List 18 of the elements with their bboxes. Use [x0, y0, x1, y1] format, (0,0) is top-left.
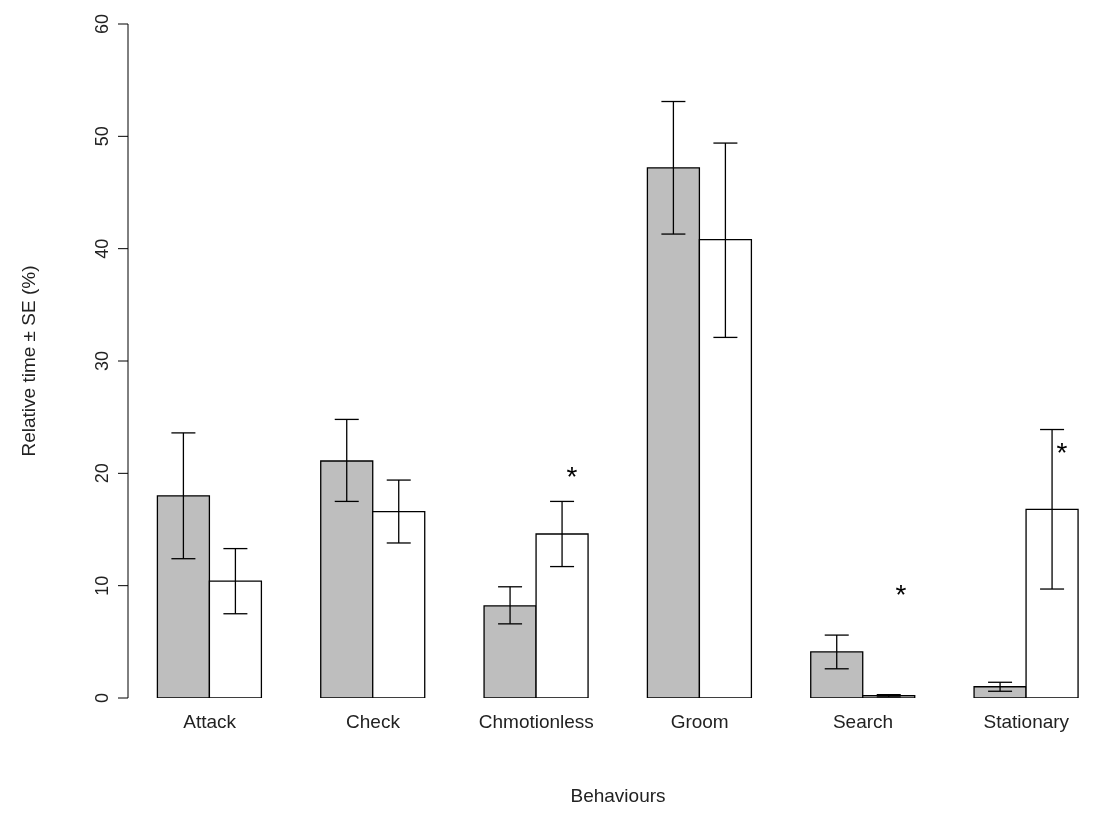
- x-tick-label: Check: [346, 711, 401, 732]
- y-tick-label: 60: [92, 13, 112, 35]
- y-tick-label: 50: [92, 126, 112, 147]
- x-tick-label: Stationary: [983, 711, 1070, 732]
- x-tick-label: Attack: [183, 711, 237, 732]
- y-tick-label: 10: [92, 575, 112, 596]
- x-tick-label: Groom: [670, 711, 729, 732]
- y-axis-title: Relative time ± SE (%): [17, 265, 39, 457]
- x-tick-label: Search: [832, 711, 894, 732]
- y-tick-label: 30: [92, 350, 112, 372]
- annotation: *: [895, 579, 907, 610]
- y-tick-label: 40: [92, 238, 112, 259]
- y-tick-label: 20: [92, 463, 112, 484]
- annotation: *: [1056, 437, 1068, 468]
- x-tick-label: Chmotionless: [478, 711, 594, 732]
- x-axis-title: Behaviours: [570, 785, 666, 806]
- y-tick-label: 0: [92, 692, 112, 704]
- annotation: *: [566, 461, 578, 492]
